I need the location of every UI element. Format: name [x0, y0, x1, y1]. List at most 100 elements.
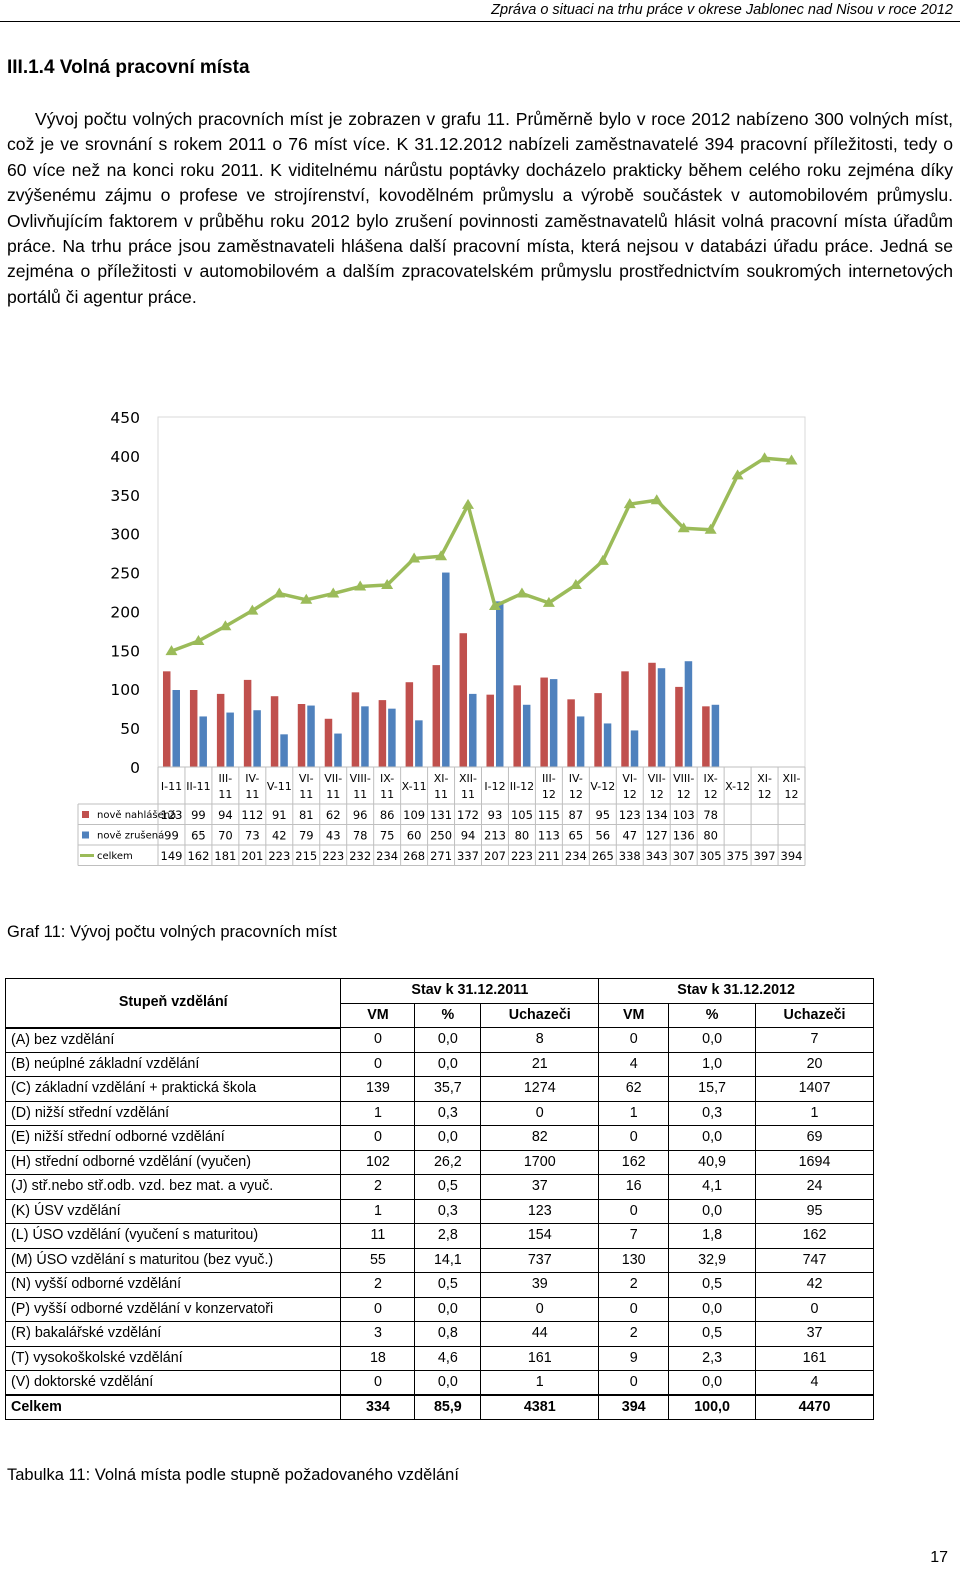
bar-nove-zrusena — [711, 704, 720, 767]
table-cell: 62 — [598, 1076, 670, 1102]
data-label-nove-nahlasena: 95 — [595, 808, 610, 822]
y-tick-label: 350 — [110, 487, 140, 505]
point-celkem — [165, 645, 178, 656]
row-label: (C) základní vzdělání + praktická škola — [4, 1076, 342, 1102]
data-label-celkem: 337 — [457, 849, 479, 863]
x-category-label: V-12 — [590, 780, 615, 793]
data-label-nove-zrusena: 213 — [484, 829, 506, 843]
column-header: VM — [598, 1002, 670, 1028]
paragraph-line: Vývoj počtu volných pracovních míst je z… — [35, 109, 731, 129]
row-label: (H) střední odborné vzdělání (vyučen) — [4, 1149, 342, 1175]
column-header: % — [414, 1002, 482, 1028]
data-label-celkem: 343 — [646, 849, 668, 863]
table-cell: 1 — [598, 1100, 670, 1126]
data-label-celkem: 201 — [241, 849, 263, 863]
x-category-label: III- — [219, 772, 233, 785]
data-label-nove-zrusena: 60 — [407, 829, 422, 843]
table-cell: 1,8 — [668, 1223, 757, 1249]
column-header-stage: Stupeň vzdělání — [4, 978, 342, 1029]
row-label: (E) nižší střední odborné vzdělání — [4, 1125, 342, 1151]
table-cell: 11 — [340, 1223, 416, 1249]
data-label-nove-zrusena: 250 — [430, 829, 452, 843]
table-cell: 0 — [598, 1125, 670, 1151]
table-caption: Tabulka 11: Volná místa podle stupně pož… — [7, 1466, 459, 1484]
total-cell: 85,9 — [414, 1394, 482, 1420]
table-cell: 0,0 — [668, 1027, 757, 1053]
table-cell: 4 — [755, 1370, 874, 1396]
point-celkem — [623, 498, 636, 509]
data-label-nove-zrusena: 113 — [538, 829, 560, 843]
x-category-label: VIII- — [673, 772, 694, 785]
row-label: (L) ÚSO vzdělání (vyučení s maturitou) — [4, 1223, 342, 1249]
table-cell: 4,1 — [668, 1174, 757, 1200]
bar-nove-zrusena — [280, 734, 288, 767]
bar-nove-nahlasena — [351, 692, 360, 767]
data-label-nove-nahlasena: 172 — [457, 808, 479, 822]
table-cell: 82 — [480, 1125, 600, 1151]
table-cell: 2 — [598, 1272, 670, 1298]
table-cell: 32,9 — [668, 1247, 757, 1273]
x-category-label: 12 — [785, 788, 799, 801]
column-header: Uchazeči — [755, 1002, 874, 1028]
data-label-nove-nahlasena: 96 — [353, 808, 368, 822]
bar-nove-zrusena — [226, 712, 234, 767]
table-row: (L) ÚSO vzdělání (vyučení s maturitou) 11… — [4, 1223, 874, 1249]
table-cell: 4 — [598, 1051, 670, 1077]
table-cell: 0 — [340, 1370, 416, 1396]
table-cell: 0,5 — [414, 1174, 482, 1200]
data-label-nove-nahlasena: 134 — [646, 808, 668, 822]
x-category-label: I-12 — [484, 780, 505, 793]
x-category-label: 11 — [299, 788, 313, 801]
x-category-label: VII- — [648, 772, 666, 785]
table-cell: 0,3 — [414, 1100, 482, 1126]
data-label-nove-zrusena: 56 — [595, 829, 610, 843]
paragraph-line: K viditelnému nárůstu poptávky docházelo… — [270, 159, 953, 180]
row-label: (B) neúplné základní vzdělání — [4, 1051, 342, 1077]
table-cell: 0 — [340, 1051, 416, 1077]
total-cell: 4381 — [480, 1394, 600, 1420]
table-cell: 7 — [598, 1223, 670, 1249]
total-cell: 4470 — [755, 1394, 874, 1420]
bar-nove-zrusena — [549, 679, 558, 767]
table-cell: 40,9 — [668, 1149, 757, 1175]
point-celkem — [327, 587, 340, 598]
legend-label-nove-zrusena: nově zrušená — [97, 830, 164, 842]
paragraph-line: v automobilovém průmyslu. Ovlivňujícím f… — [7, 185, 954, 231]
point-celkem — [569, 579, 582, 589]
bar-nove-nahlasena — [405, 682, 414, 767]
table-cell: 0 — [480, 1100, 600, 1126]
x-category-label: XII- — [783, 772, 801, 785]
paragraph-line: zejména o příležitosti v automobilovém a… — [7, 261, 740, 282]
table-row: (N) vyšší odborné vzdělání 2 0,5 39 2 0,5 42 — [4, 1272, 874, 1298]
data-label-nove-nahlasena: 93 — [488, 808, 503, 822]
table-cell: 2,8 — [414, 1223, 482, 1249]
page-number: 17 — [930, 1549, 948, 1566]
table-cell: 0 — [480, 1296, 600, 1322]
table-row: (H) střední odborné vzdělání (vyučen) 102… — [4, 1149, 874, 1175]
data-label-nove-zrusena: 78 — [353, 829, 368, 843]
table-cell: 1407 — [755, 1076, 874, 1102]
table-total-row: Celkem 334 85,9 4381 394 100,0 4470 — [4, 1394, 874, 1420]
x-category-label: 11 — [326, 788, 340, 801]
y-tick-label: 300 — [110, 526, 140, 544]
paragraph-line: nabízeno 300 volných míst, což je ve sro… — [7, 109, 953, 155]
data-label-nove-nahlasena: 86 — [380, 808, 395, 822]
data-label-celkem: 223 — [268, 849, 290, 863]
x-category-label: XII- — [459, 772, 477, 785]
data-label-nove-zrusena: 42 — [272, 829, 287, 843]
table-cell: 737 — [480, 1247, 600, 1273]
x-category-label: 12 — [569, 788, 583, 801]
x-category-label: XI- — [757, 772, 772, 785]
bar-nove-nahlasena — [540, 677, 548, 767]
x-category-label: IV- — [245, 772, 259, 785]
data-label-nove-nahlasena: 131 — [430, 808, 452, 822]
x-category-label: 11 — [434, 788, 448, 801]
table-cell: 37 — [480, 1174, 600, 1200]
point-celkem — [381, 579, 394, 589]
legend-key-nove-nahlasena — [82, 811, 89, 818]
data-label-nove-zrusena: 75 — [380, 829, 395, 843]
table-cell: 0 — [598, 1027, 670, 1053]
table-row: (A) bez vzdělání 0 0,0 8 0 0,0 7 — [4, 1027, 874, 1053]
table-cell: 0,0 — [668, 1370, 757, 1396]
row-label: (J) stř.nebo stř.odb. vzd. bez mat. a vy… — [4, 1174, 342, 1200]
